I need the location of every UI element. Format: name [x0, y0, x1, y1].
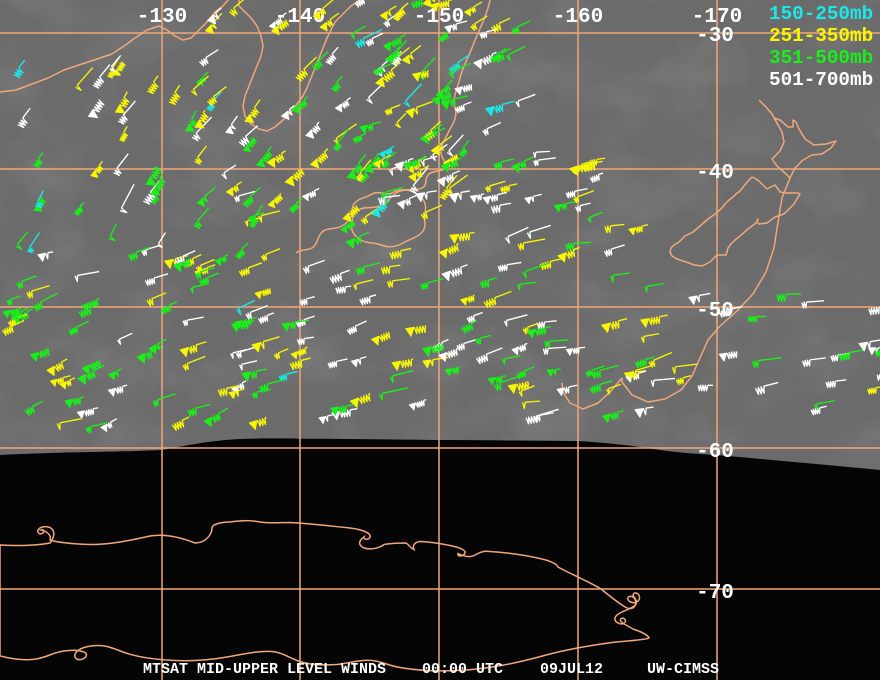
svg-text:09JUL12: 09JUL12	[540, 661, 603, 678]
svg-text:251-350mb: 251-350mb	[769, 25, 873, 47]
svg-text:-160: -160	[553, 6, 603, 29]
svg-text:501-700mb: 501-700mb	[769, 69, 873, 91]
svg-text:-150: -150	[414, 6, 464, 29]
svg-text:351-500mb: 351-500mb	[769, 47, 873, 69]
svg-text:-40: -40	[696, 162, 734, 185]
svg-text:-60: -60	[696, 441, 734, 464]
svg-text:-30: -30	[696, 25, 734, 48]
svg-text:150-250mb: 150-250mb	[769, 3, 873, 25]
svg-text:UW-CIMSS: UW-CIMSS	[647, 661, 719, 678]
svg-text:-140: -140	[275, 6, 325, 29]
svg-text:-130: -130	[137, 6, 187, 29]
svg-text:-70: -70	[696, 582, 734, 605]
svg-text:MTSAT MID-UPPER LEVEL WINDS: MTSAT MID-UPPER LEVEL WINDS	[143, 661, 386, 678]
svg-text:-50: -50	[696, 300, 734, 323]
svg-text:00:00 UTC: 00:00 UTC	[422, 661, 503, 678]
